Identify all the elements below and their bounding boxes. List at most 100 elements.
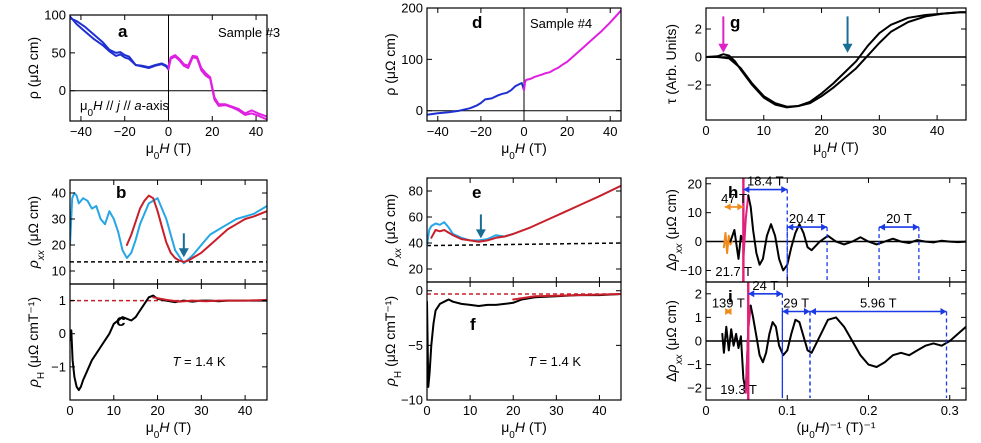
series-line-i-2 <box>749 304 966 368</box>
y-tick-label: −2 <box>687 381 702 396</box>
panel-letter-c: c <box>116 311 125 330</box>
feature-arrowhead <box>178 248 189 258</box>
field-value-label: 21.7 T <box>715 264 752 279</box>
y-tick-label: 0 <box>695 234 702 249</box>
panel-g: 0 10 20 30 40 −2 0 2 μ0 H (T) τ (Arb. Units) g <box>663 7 967 161</box>
x-tick-label: 0 <box>165 124 172 139</box>
feature-arrowhead <box>475 229 486 239</box>
y-tick-label: 0 <box>695 50 702 65</box>
y-tick-label: 1 <box>695 310 702 325</box>
series-line-b-0 <box>70 192 267 265</box>
panel-e: 20 40 60 80 ρxx (μΩ cm) e <box>382 177 622 283</box>
series-line-f-1 <box>512 293 621 301</box>
series-line-d-0 <box>427 82 525 116</box>
period-arrowhead <box>724 203 731 211</box>
x-tick-label: 0 <box>66 403 73 418</box>
plot-frame <box>69 283 268 401</box>
series-line-b-1 <box>125 194 267 263</box>
panel-annotation: T = 1.4 K <box>528 354 581 369</box>
x-tick-label: 30 <box>549 403 563 418</box>
panel-annotation: μ0 H // j // a-axis <box>80 98 170 119</box>
y-tick-label: 30 <box>52 212 66 227</box>
period-arrowhead <box>821 223 828 231</box>
series-line-h-3 <box>747 194 966 272</box>
y-axis-label: ρxx (μΩ cm) <box>25 196 47 269</box>
series-line-a-3 <box>167 54 267 118</box>
y-tick-label: 20 <box>409 262 423 277</box>
x-tick-label: 10 <box>107 403 121 418</box>
y-tick-label: 40 <box>52 186 66 201</box>
panel-i: 139 T 24 T 29 T 5.96 T 19.3 T 0 0.1 0.2 0.3 −2 −1 0… <box>663 278 967 441</box>
panel-letter-g: g <box>730 13 740 32</box>
x-tick-label: 20 <box>560 124 574 139</box>
period-arrowhead <box>810 308 816 315</box>
period-arrowhead <box>781 186 788 194</box>
period-arrowhead <box>912 223 919 231</box>
x-axis-label: (μ0 H)⁻¹ (T)⁻¹ <box>796 419 875 441</box>
panel-letter-a: a <box>118 22 128 41</box>
period-label: 47 T <box>721 191 747 206</box>
series-line-h-0 <box>722 231 733 255</box>
x-tick-label: 40 <box>249 124 263 139</box>
y-tick-label: 10 <box>688 205 702 220</box>
plot-frame <box>705 7 967 121</box>
x-tick-label: 20 <box>150 403 164 418</box>
series-line-a-1 <box>70 15 170 71</box>
period-arrowhead <box>725 308 732 315</box>
y-tick-label: 200 <box>401 1 423 16</box>
y-tick-label: 2 <box>695 22 702 37</box>
x-tick-label: 10 <box>463 403 477 418</box>
period-arrowhead <box>879 223 886 231</box>
x-tick-label: 0 <box>702 403 709 418</box>
period-arrowhead <box>782 308 789 315</box>
period-label: 139 T <box>712 296 745 311</box>
x-tick-label: 0.1 <box>778 403 796 418</box>
feature-arrowhead <box>842 43 853 53</box>
panel-f: 0 10 20 30 40 −10 −5 0 μ0 H (T) ρH (μΩ cmT⁻¹) f T =… <box>382 281 622 441</box>
series-line-e-0 <box>427 221 515 247</box>
x-tick-label: 20 <box>814 123 828 138</box>
x-tick-label: −40 <box>427 124 449 139</box>
period-arrowhead <box>743 186 750 194</box>
x-tick-label: 0.2 <box>859 403 877 418</box>
y-tick-label: 2 <box>695 286 702 301</box>
y-tick-label: −1 <box>51 359 66 374</box>
y-tick-label: −10 <box>401 393 423 408</box>
y-axis-label: Δρxx (μΩ cm) <box>663 189 685 271</box>
x-tick-label: 20 <box>205 124 219 139</box>
x-axis-label: μ0 H (T) <box>501 419 547 441</box>
period-arrowhead <box>748 290 755 298</box>
y-tick-label: 0 <box>59 83 66 98</box>
x-tick-label: 0 <box>702 123 709 138</box>
period-arrowhead <box>940 308 947 315</box>
x-tick-label: 30 <box>872 123 886 138</box>
panel-b: 10 20 30 40 ρxx (μΩ cm) b <box>25 179 268 285</box>
y-tick-label: 10 <box>52 264 66 279</box>
y-tick-label: 50 <box>52 45 66 60</box>
x-axis-label: μ0 H (T) <box>813 139 859 161</box>
series-line-c-0 <box>70 294 267 392</box>
series-line-g-1 <box>706 11 966 108</box>
y-axis-label: ρ (μΩ cm) <box>382 33 398 95</box>
series-line-i-0 <box>721 325 750 392</box>
background-line <box>427 242 621 247</box>
x-tick-label: 0 <box>423 403 430 418</box>
y-tick-label: 100 <box>44 8 66 23</box>
series-line-h-1 <box>729 229 745 260</box>
feature-arrowhead <box>718 43 729 53</box>
y-tick-label: 100 <box>401 52 423 67</box>
x-tick-label: −40 <box>70 124 92 139</box>
y-tick-label: −5 <box>408 338 423 353</box>
period-label: 18.4 T <box>747 174 784 189</box>
x-tick-label: 40 <box>238 403 252 418</box>
x-tick-label: 40 <box>592 403 606 418</box>
panel-letter-h: h <box>728 183 738 202</box>
y-tick-label: 80 <box>409 184 423 199</box>
panel-letter-i: i <box>728 287 733 306</box>
y-tick-label: 1 <box>59 293 66 308</box>
x-axis-label: μ0 H (T) <box>146 419 192 441</box>
period-label: 24 T <box>752 278 778 293</box>
period-arrowhead <box>776 290 783 298</box>
y-axis-label: τ (Arb. Units) <box>663 24 679 104</box>
